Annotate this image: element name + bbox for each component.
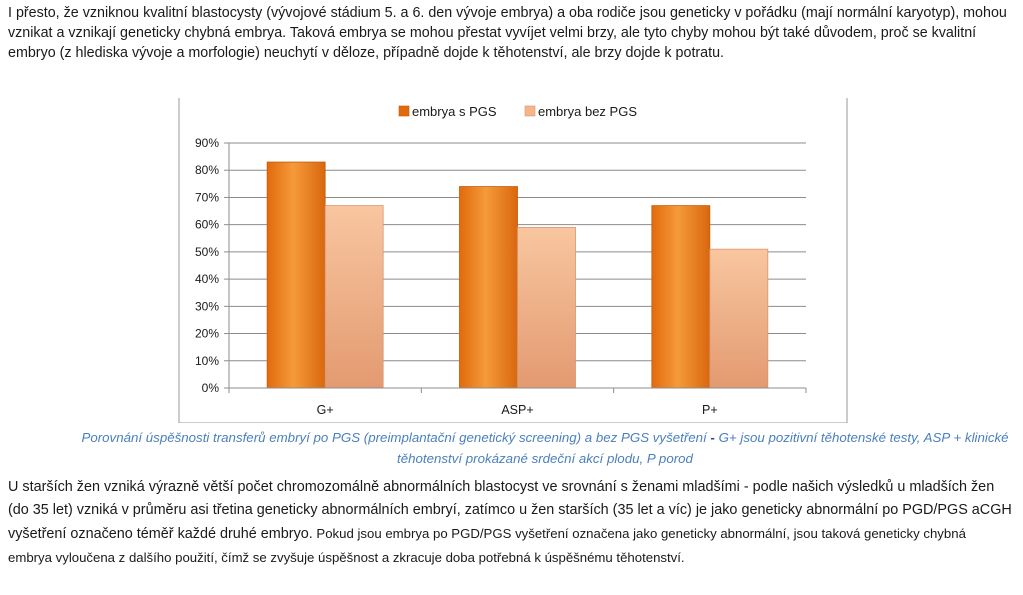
bar-s-pgs-pplus	[651, 205, 711, 389]
chart-caption: Porovnání úspěšnosti transferů embryí po…	[60, 427, 1023, 469]
bar-bez-pgs-pplus	[709, 248, 769, 389]
x-tick-label: P+	[702, 403, 718, 417]
bar-s-pgs-gplus	[266, 161, 326, 389]
y-tick-label: 80%	[195, 163, 219, 177]
intro-paragraph: I přesto, že vzniknou kvalitní blastocys…	[8, 5, 1007, 61]
y-tick-label: 70%	[195, 190, 219, 204]
x-tick-label: ASP+	[501, 403, 533, 417]
outro-main-text: U starších žen vzniká výrazně větší poče…	[8, 479, 1012, 542]
bar-bez-pgs-aspplus	[517, 226, 576, 389]
y-tick-label: 50%	[195, 245, 219, 259]
chart-legend: embrya s PGS embrya bez PGS	[398, 104, 637, 119]
legend-label: embrya bez PGS	[538, 104, 637, 119]
y-tick-label: 30%	[195, 299, 219, 313]
chart-bars	[266, 161, 769, 389]
legend-swatch	[524, 105, 536, 117]
y-tick-label: 40%	[195, 272, 219, 286]
y-tick-label: 0%	[202, 381, 220, 395]
x-axis: G+ ASP+ P+	[228, 387, 807, 417]
caption-dash: -	[706, 430, 719, 445]
y-tick-label: 20%	[195, 327, 219, 341]
caption-part1: Porovnání úspěšnosti transferů embryí po…	[81, 430, 707, 445]
caption-part2: G+ jsou pozitivní těhotenské testy, ASP …	[397, 430, 1009, 466]
bar-chart: embrya s PGS embrya bez PGS 0% 10% 20% 30% 40…	[178, 98, 848, 423]
y-axis: 0% 10% 20% 30% 40% 50% 60% 70% 80% 90%	[195, 136, 230, 395]
legend-swatch	[398, 105, 410, 117]
bar-s-pgs-aspplus	[459, 186, 518, 389]
y-tick-label: 90%	[195, 136, 219, 150]
y-tick-label: 60%	[195, 218, 219, 232]
y-tick-label: 10%	[195, 354, 219, 368]
legend-label: embrya s PGS	[412, 104, 497, 119]
outro-small-text: Pokud jsou embrya po PGD/PGS vyšetření o…	[8, 526, 966, 565]
bar-bez-pgs-gplus	[324, 205, 384, 389]
outro-paragraph: U starších žen vzniká výrazně větší poče…	[8, 476, 1013, 570]
x-tick-label: G+	[317, 403, 334, 417]
